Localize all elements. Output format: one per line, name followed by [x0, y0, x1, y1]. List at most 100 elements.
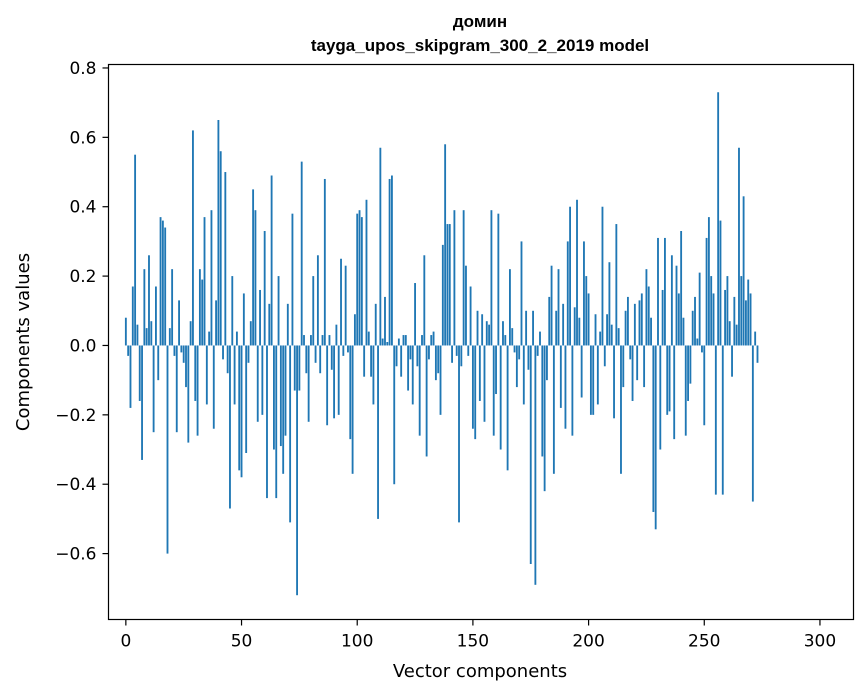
- bar: [157, 345, 160, 381]
- bar: [175, 345, 178, 433]
- bar: [562, 303, 565, 346]
- bar: [608, 262, 611, 346]
- bar: [379, 147, 382, 346]
- chart-title-group: домин tayga_upos_skipgram_300_2_2019 mod…: [311, 12, 649, 55]
- bar: [180, 345, 183, 353]
- bar: [733, 296, 736, 346]
- bar: [738, 147, 740, 346]
- bar: [566, 241, 569, 346]
- bar: [400, 345, 403, 377]
- bar: [580, 345, 583, 398]
- bar: [155, 286, 157, 346]
- bar: [189, 321, 192, 346]
- bar: [300, 161, 303, 346]
- bar: [462, 210, 465, 346]
- bar: [425, 345, 428, 457]
- bar: [310, 335, 312, 346]
- x-axis-label: Vector components: [393, 661, 567, 682]
- bar: [467, 345, 470, 356]
- bar: [483, 345, 486, 422]
- x-tick-label: 300: [804, 632, 836, 652]
- bar: [328, 335, 331, 346]
- bar: [592, 345, 595, 415]
- bar: [240, 345, 243, 478]
- bar: [534, 345, 537, 585]
- bar: [481, 314, 484, 346]
- bar: [626, 296, 629, 346]
- bar: [735, 324, 738, 346]
- bar: [532, 310, 534, 346]
- bar: [527, 345, 530, 370]
- bar: [337, 345, 340, 415]
- bar: [471, 345, 474, 429]
- y-tick-label: 0.2: [69, 267, 96, 287]
- bar: [689, 345, 692, 384]
- bar: [446, 224, 449, 346]
- bar: [215, 300, 218, 346]
- bar: [303, 335, 305, 346]
- bar: [386, 342, 389, 346]
- bar: [576, 199, 578, 346]
- bar: [377, 345, 379, 519]
- bar: [286, 303, 289, 346]
- bar: [647, 286, 650, 346]
- bar: [451, 345, 453, 363]
- bar: [277, 276, 280, 346]
- bar: [428, 345, 430, 360]
- bar: [205, 345, 208, 405]
- bar: [448, 224, 451, 346]
- bar: [370, 345, 373, 377]
- bar: [432, 331, 435, 346]
- bar: [606, 314, 609, 346]
- bar: [546, 345, 548, 381]
- bar: [196, 345, 199, 436]
- bar: [638, 300, 641, 346]
- bar: [682, 317, 685, 346]
- bar: [490, 210, 493, 346]
- bar: [397, 338, 400, 346]
- bar: [166, 345, 169, 554]
- bar: [726, 276, 729, 346]
- bar: [687, 345, 689, 401]
- bar: [555, 310, 558, 346]
- bar: [314, 345, 317, 363]
- bar: [509, 269, 511, 346]
- bar: [127, 345, 130, 356]
- bar: [393, 345, 396, 485]
- bar: [698, 272, 701, 346]
- bar: [136, 324, 139, 346]
- bar: [402, 335, 405, 346]
- bar: [434, 345, 437, 381]
- y-tick-label: 0.0: [69, 336, 96, 356]
- bar: [282, 345, 285, 474]
- x-tick-label: 100: [341, 632, 373, 652]
- bar: [673, 345, 676, 440]
- bar: [599, 331, 602, 346]
- bar: [518, 345, 521, 360]
- bar: [643, 345, 646, 388]
- bar: [719, 220, 722, 346]
- y-tick-label: 0.4: [69, 198, 96, 218]
- bar: [198, 269, 201, 346]
- bar: [164, 227, 167, 346]
- bar: [488, 324, 491, 346]
- bar: [684, 345, 687, 436]
- bar: [710, 276, 713, 346]
- bar: [731, 345, 733, 377]
- chart-subtitle: tayga_upos_skipgram_300_2_2019 model: [311, 36, 649, 55]
- bar: [138, 345, 141, 401]
- bar: [395, 345, 398, 367]
- bar: [754, 331, 757, 346]
- y-tick-label: 0.6: [69, 128, 96, 148]
- bar: [275, 345, 278, 499]
- bar: [478, 345, 481, 401]
- bar: [633, 303, 636, 346]
- bar: [252, 189, 255, 346]
- bar: [613, 345, 615, 419]
- bar: [506, 345, 509, 471]
- y-tick-label: −0.2: [55, 406, 96, 426]
- bar: [416, 345, 419, 367]
- bar: [335, 324, 338, 346]
- bar: [661, 289, 664, 346]
- bar: [226, 345, 229, 374]
